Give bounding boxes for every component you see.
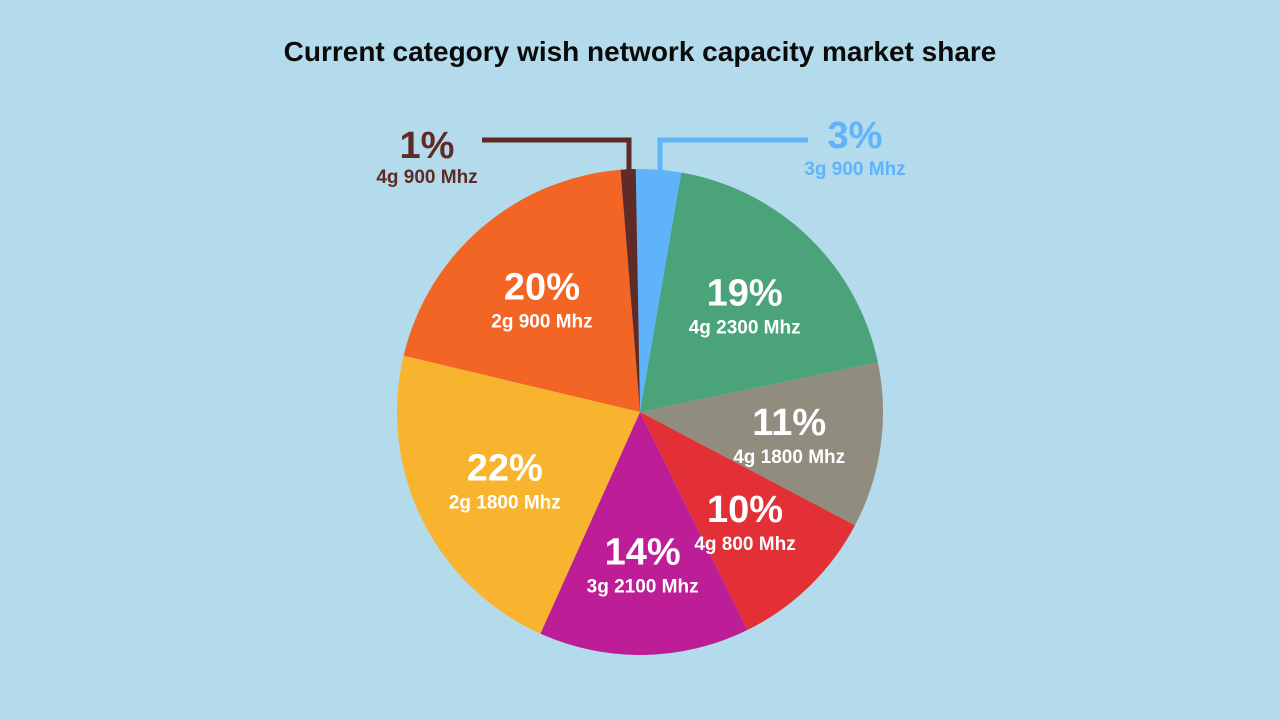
- slice-value-label-3g-2100-mhz: 14%: [605, 532, 681, 574]
- leader-line-4g-900-mhz: [482, 137, 632, 170]
- pie-slice-3g-900-mhz: [635, 169, 682, 412]
- chart-title: Current category wish network capacity m…: [283, 36, 997, 67]
- slice-value-label-2g-900-mhz: 20%: [504, 267, 580, 309]
- slice-category-label-4g-900-mhz: 4g 900 Mhz: [376, 167, 477, 188]
- slice-category-label-4g-800-mhz: 4g 800 Mhz: [694, 534, 795, 555]
- pie-slice-4g-900-mhz: [620, 169, 640, 412]
- slices-layer: [396, 169, 883, 655]
- slice-value-label-4g-800-mhz: 10%: [707, 489, 783, 531]
- pie-slice-2g-900-mhz: [403, 169, 640, 412]
- pie-slice-4g-2300-mhz: [640, 172, 878, 412]
- pie-slice-4g-800-mhz: [640, 412, 855, 631]
- leaders-layer: [482, 137, 808, 170]
- labels-layer: 3%3g 900 Mhz 19% 4g 2300 Mhz 11% 4g 1800 Mhz…: [376, 115, 905, 598]
- slice-value-label-4g-1800-mhz: 11%: [752, 402, 826, 444]
- slice-category-label-4g-1800-mhz: 4g 1800 Mhz: [733, 447, 845, 468]
- slice-category-label-4g-2300-mhz: 4g 2300 Mhz: [689, 318, 801, 339]
- leader-line-3g-900-mhz: [657, 137, 808, 170]
- slice-value-label-3g-900-mhz: 3%: [828, 115, 883, 157]
- slice-category-label-3g-900-mhz: 3g 900 Mhz: [804, 159, 905, 180]
- pie-slice-2g-1800-mhz: [396, 355, 640, 634]
- slice-category-label-2g-900-mhz: 2g 900 Mhz: [491, 312, 592, 333]
- pie-slice-3g-2100-mhz: [540, 412, 748, 655]
- slice-value-label-4g-900-mhz: 1%: [400, 125, 455, 167]
- pie-slice-4g-1800-mhz: [640, 362, 883, 526]
- slice-category-label-2g-1800-mhz: 2g 1800 Mhz: [449, 493, 561, 514]
- slice-value-label-4g-2300-mhz: 19%: [707, 273, 783, 315]
- slice-value-label-2g-1800-mhz: 22%: [467, 448, 543, 490]
- slice-category-label-3g-2100-mhz: 3g 2100 Mhz: [587, 577, 699, 598]
